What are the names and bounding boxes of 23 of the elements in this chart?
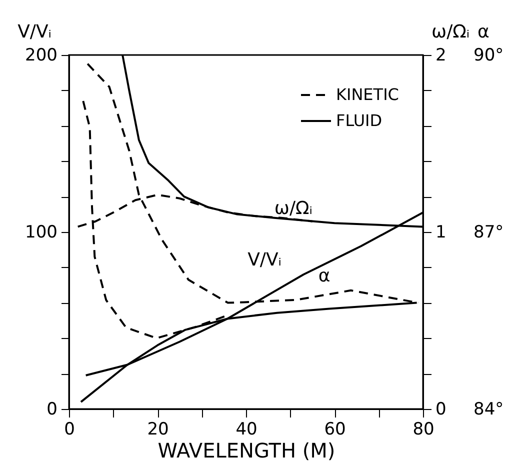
y-tick-label: 100 — [25, 222, 58, 242]
x-tick-label: 60 — [324, 420, 346, 440]
annotation: ω/Ωᵢ — [274, 198, 312, 220]
y-axis-title: V/Vᵢ — [18, 22, 52, 42]
y2-tick-label: 0 — [436, 400, 446, 420]
y2-tick-label: 2 — [436, 46, 446, 66]
x-tick-label: 20 — [147, 420, 169, 440]
y3-axis-title: α — [478, 22, 490, 42]
legend-label: KINETIC — [336, 85, 399, 104]
annotation: V/Vᵢ — [248, 249, 282, 270]
annotation: α — [318, 265, 330, 286]
y3-tick-label: 90° — [474, 46, 504, 66]
x-tick-label: 0 — [64, 420, 75, 440]
y2-axis-title: ω/Ωᵢ — [432, 22, 470, 42]
y2-tick-label: 1 — [436, 222, 446, 242]
x-tick-label: 80 — [412, 420, 434, 440]
x-axis-title: WAVELENGTH (M) — [158, 438, 336, 462]
y3-tick-label: 87° — [474, 222, 504, 242]
y-tick-label: 0 — [46, 400, 58, 420]
legend-label: FLUID — [336, 111, 382, 130]
y3-tick-label: 84° — [474, 400, 504, 420]
y-tick-label: 200 — [25, 46, 58, 66]
x-tick-label: 40 — [236, 420, 258, 440]
